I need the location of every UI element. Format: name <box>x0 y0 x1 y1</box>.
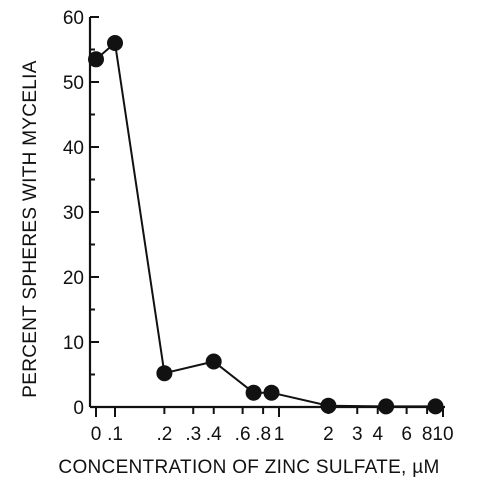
data-point <box>378 398 395 415</box>
data-point <box>107 35 123 51</box>
data-series <box>88 35 444 415</box>
y-tick-label: 20 <box>63 268 84 289</box>
x-tick-label: 4 <box>372 424 383 445</box>
series-line <box>95 41 436 408</box>
x-tick-label: .4 <box>206 424 222 445</box>
data-point <box>156 365 173 382</box>
y-axis-title: PERCENT SPHERES WITH MYCELIA <box>20 60 41 397</box>
x-tick-label: .1 <box>107 424 123 445</box>
x-tick-label: .3 <box>185 424 201 445</box>
x-tick-label: .2 <box>156 424 172 445</box>
y-tick-label: 10 <box>63 333 84 354</box>
x-tick-label: 1 <box>274 424 285 445</box>
x-tick-label: 2 <box>323 424 334 445</box>
data-point <box>427 398 444 415</box>
x-tick-label: 8 <box>422 424 433 445</box>
y-tick-label: 30 <box>63 203 84 224</box>
axes <box>88 17 445 409</box>
y-ticks: 0 10 20 30 40 50 60 <box>63 8 99 419</box>
y-tick-label: 40 <box>63 138 84 159</box>
x-tick-label: .8 <box>255 424 271 445</box>
data-point <box>263 384 280 401</box>
y-tick-label: 60 <box>63 8 84 29</box>
x-tick-label: .6 <box>235 424 251 445</box>
x-ticks: 0.1 .2 .3.4 .6.8 1 2 3 4 6 8 10 <box>91 407 454 445</box>
y-tick-label: 0 <box>73 398 84 419</box>
x-axis-title: CONCENTRATION OF ZINC SULFATE, µM <box>58 457 439 478</box>
data-point <box>205 353 222 370</box>
x-tick-label: 0 <box>91 424 102 445</box>
x-tick-label: 6 <box>401 424 412 445</box>
data-point <box>320 397 337 414</box>
data-point <box>245 384 262 401</box>
data-point <box>88 51 104 68</box>
x-tick-label: 10 <box>432 424 453 445</box>
y-tick-label: 50 <box>63 73 84 94</box>
x-tick-label: 3 <box>352 424 363 445</box>
